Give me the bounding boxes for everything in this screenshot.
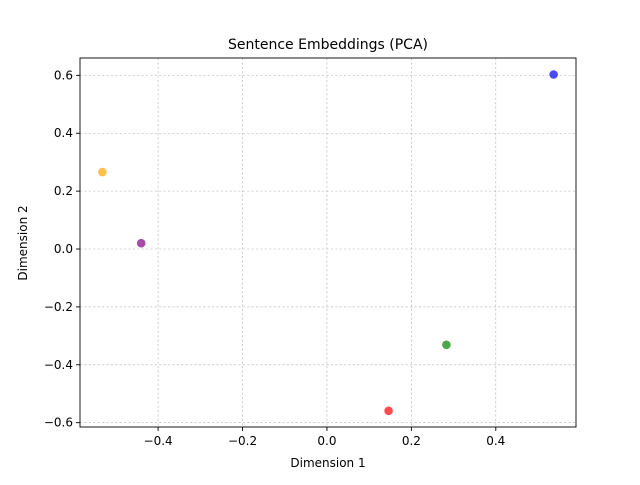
data-point [98,167,107,177]
x-tick-label: 0.0 [317,434,336,448]
x-tick-label: −0.4 [144,434,173,448]
data-point [442,340,451,350]
data-point [549,70,558,79]
y-tick-label: −0.2 [44,300,73,314]
x-tick-label: −0.2 [228,434,257,448]
x-axis-ticks: −0.4 −0.2 0.0 0.2 0.4 [144,427,505,448]
x-tick-label: 0.4 [486,434,505,448]
data-point [384,406,393,416]
y-tick-label: 0.0 [54,242,73,256]
y-axis-label: Dimension 2 [16,205,30,280]
y-tick-label: 0.6 [54,68,73,82]
y-tick-label: −0.6 [44,416,73,430]
y-axis-ticks: −0.6 −0.4 −0.2 0.0 0.2 0.4 0.6 [44,68,80,430]
y-tick-label: 0.2 [54,184,73,198]
x-axis-label: Dimension 1 [290,456,365,470]
data-point [136,238,146,248]
x-tick-label: 0.2 [402,434,421,448]
y-tick-label: −0.4 [44,358,73,372]
grid [80,58,576,427]
plot-frame [79,57,577,428]
data-points [98,70,558,416]
y-tick-label: 0.4 [54,126,73,140]
chart-title: Sentence Embeddings (PCA) [228,37,428,53]
